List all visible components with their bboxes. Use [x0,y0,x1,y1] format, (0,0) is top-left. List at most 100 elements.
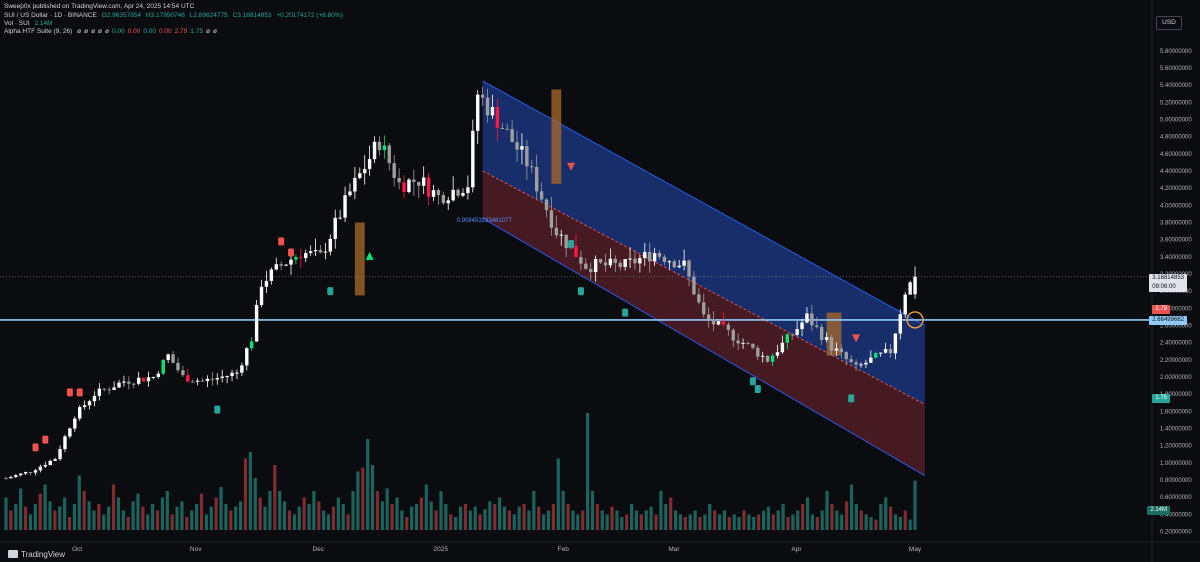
volume-bar [678,514,683,530]
volume-bar [92,510,96,530]
indicator-value: ø [84,28,89,35]
tradingview-logo[interactable]: TradingView [8,550,65,560]
candle-body [662,256,667,262]
candle-body [304,253,308,259]
indicator-value: ø [98,28,103,35]
sell-signal-tag [288,248,294,257]
candle-body [756,347,760,357]
volume-bar [243,458,248,530]
volume-legend[interactable]: Vol · SUI 2.14M [4,20,56,28]
volume-bar [126,517,130,530]
volume-bar [185,517,189,530]
volume-bar [581,510,585,530]
time-tick-label: 2025 [434,546,449,553]
candle-body [849,359,853,363]
volume-bar [566,504,570,530]
volume-bar [82,491,86,530]
volume-bar [502,506,507,530]
volume-bar [424,484,428,530]
volume-bar [625,514,629,530]
candle-body [230,372,234,377]
volume-bar [879,504,883,530]
channel-lower-zone [482,171,925,476]
volume-bar [195,504,199,530]
candle-body [564,234,568,249]
candle-body [854,362,858,365]
volume-bar [820,510,824,530]
volume-bar [493,504,497,530]
candle-body [9,477,13,479]
price-tick-label: 2.20000000 [1160,358,1192,364]
candle-body [510,129,514,143]
candle-body [48,460,52,466]
volume-bar [400,510,404,530]
candle-body [308,251,313,254]
volume-bar [717,514,722,530]
volume-bar [585,413,590,530]
last-price-label: 3.16814853 09:06:00 [1149,273,1187,292]
candle-body [628,258,632,260]
price-tick-label: 2.60000000 [1160,323,1192,329]
symbol-legend[interactable]: SUI / US Dollar · 1D · BINANCE O2.963578… [4,12,346,20]
indicator-legend[interactable]: Alpha HTF Suite (9, 26) ø ø ø ø ø 0.00 0.00 0.0… [4,28,223,36]
indicator-value: 0.00 [112,28,125,35]
candle-body [780,342,785,353]
time-tick-label: May [909,546,922,553]
sell-signal-tag [42,435,49,444]
volume-tag: 2.14M [1147,506,1170,515]
candle-body [530,166,534,168]
volume-bar [111,484,116,530]
volume-value: 2.14M [34,20,53,27]
candle-body [156,373,161,378]
candle-body [908,282,912,295]
volume-bar [478,514,482,530]
indicator-label: Alpha HTF Suite (9, 26) [4,28,73,35]
candle-body [407,179,411,192]
volume-bar [835,510,839,530]
candle-body [161,359,165,374]
volume-bar [781,504,785,530]
indicator-value: ø [77,28,82,35]
candle-body [19,473,23,476]
candle-body [485,97,490,116]
candle-body [790,334,794,336]
price-tick-label: 3.60000000 [1160,238,1192,244]
candle-body [122,381,126,383]
volume-bar [67,517,72,530]
volume-bar [385,488,389,530]
candle-body [225,376,229,378]
price-tick-label: 3.80000000 [1160,220,1192,226]
candle-body [333,217,337,239]
volume-bar [747,514,751,530]
candle-body [191,381,195,383]
candle-body [151,377,156,379]
volume-bar [155,510,160,530]
candle-body [456,189,460,196]
volume-bar [874,519,878,530]
candle-body [903,294,907,315]
candle-body [14,475,18,478]
candle-body [495,106,500,129]
volume-bar [248,452,252,530]
sell-signal-tag [76,388,83,397]
indicator-value: ø [212,28,217,35]
volume-bar [551,504,555,530]
volume-bar [131,501,135,530]
volume-bar [703,514,707,530]
volume-bar [380,501,384,530]
volume-bar [48,501,52,530]
ohlc-high: H3.17950746 [145,12,185,19]
candle-body [864,362,868,365]
volume-bar [571,510,575,530]
volume-bar [23,506,28,530]
candle-body [53,459,57,461]
currency-selector[interactable]: USD [1156,16,1182,30]
volume-bar [512,514,516,530]
price-tick-label: 2.80000000 [1160,306,1192,312]
candle-body [785,334,789,343]
price-tick-label: 4.20000000 [1160,186,1192,192]
candle-body [834,348,839,351]
ohlc-change: +0.20174172 (+6.80%) [276,12,343,19]
